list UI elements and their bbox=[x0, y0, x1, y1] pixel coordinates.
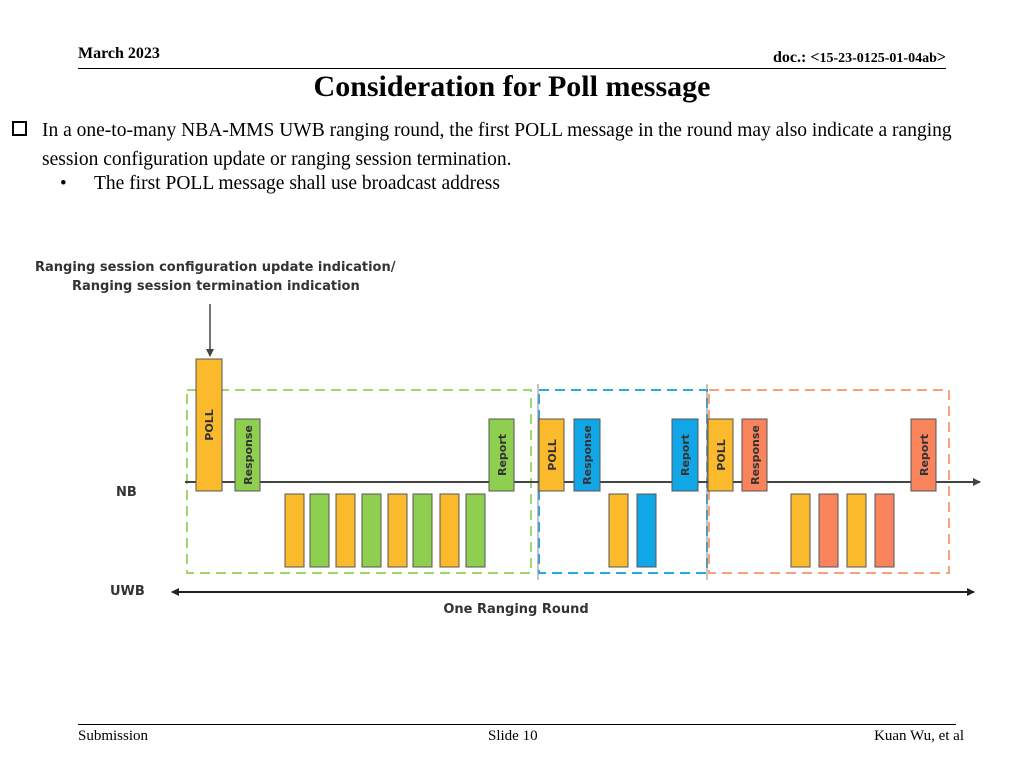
nb-report-3-label: Report bbox=[918, 434, 931, 476]
nb-poll-3-label: POLL bbox=[715, 439, 728, 470]
slide-title: Consideration for Poll message bbox=[313, 70, 711, 103]
dot-bullet-icon: • bbox=[60, 173, 67, 194]
square-bullet-icon bbox=[12, 121, 27, 136]
sub-bullet-text: The first POLL message shall use broadca… bbox=[94, 173, 500, 194]
doc-suffix: > bbox=[936, 49, 946, 66]
indication-line-1: Ranging session configuration update ind… bbox=[35, 260, 396, 275]
nb-response-3-label: Response bbox=[749, 425, 762, 485]
uwb-slot-6 bbox=[412, 493, 433, 568]
uwb-label: UWB bbox=[110, 584, 145, 599]
nb-report-3: Report bbox=[910, 418, 937, 492]
nb-report-1: Report bbox=[488, 418, 515, 492]
ranging-round-diagram: Ranging session configuration update ind… bbox=[35, 260, 981, 617]
uwb-slot-4 bbox=[361, 493, 382, 568]
nb-response-2-label: Response bbox=[581, 425, 594, 485]
nb-poll-3: POLL bbox=[707, 418, 734, 492]
uwb-slot-3 bbox=[335, 493, 356, 568]
uwb-slot-14 bbox=[874, 493, 895, 568]
header-date: March 2023 bbox=[78, 45, 160, 62]
uwb-slot-2 bbox=[309, 493, 330, 568]
uwb-slot-10 bbox=[636, 493, 657, 568]
uwb-slot-7 bbox=[439, 493, 460, 568]
uwb-slot-1 bbox=[284, 493, 305, 568]
footer-rule bbox=[78, 724, 956, 725]
nb-response-2: Response bbox=[573, 418, 601, 492]
one-ranging-round-label: One Ranging Round bbox=[443, 602, 588, 617]
nb-response-3: Response bbox=[741, 418, 768, 492]
nb-response-1: Response bbox=[234, 418, 261, 492]
indication-line-2: Ranging session termination indication bbox=[72, 279, 360, 294]
nb-poll-1-label: POLL bbox=[203, 409, 216, 440]
uwb-slot-5 bbox=[387, 493, 408, 568]
uwb-slot-12 bbox=[818, 493, 839, 568]
uwb-slot-9 bbox=[608, 493, 629, 568]
nb-poll-2-label: POLL bbox=[546, 439, 559, 470]
uwb-slot-13 bbox=[846, 493, 867, 568]
doc-number: 15-23-0125-01-04ab bbox=[819, 51, 937, 66]
footer-slide-number: Slide 10 bbox=[488, 728, 538, 744]
nb-poll-2: POLL bbox=[538, 418, 565, 492]
footer-author: Kuan Wu, et al bbox=[874, 728, 964, 744]
doc-prefix: doc.: < bbox=[772, 49, 820, 66]
uwb-slot-8 bbox=[465, 493, 486, 568]
nb-poll-1: POLL bbox=[195, 358, 223, 492]
uwb-slot-11 bbox=[790, 493, 811, 568]
nb-label: NB bbox=[116, 485, 137, 500]
footer-submission: Submission bbox=[78, 728, 149, 744]
bullet-text: In a one-to-many NBA-MMS UWB ranging rou… bbox=[42, 120, 952, 170]
nb-response-1-label: Response bbox=[242, 425, 255, 485]
nb-report-1-label: Report bbox=[496, 434, 509, 476]
nb-report-2-label: Report bbox=[679, 434, 692, 476]
header-rule bbox=[78, 68, 946, 69]
header-doc-id: doc.: <15-23-0125-01-04ab> bbox=[773, 49, 946, 67]
nb-report-2: Report bbox=[671, 418, 699, 492]
